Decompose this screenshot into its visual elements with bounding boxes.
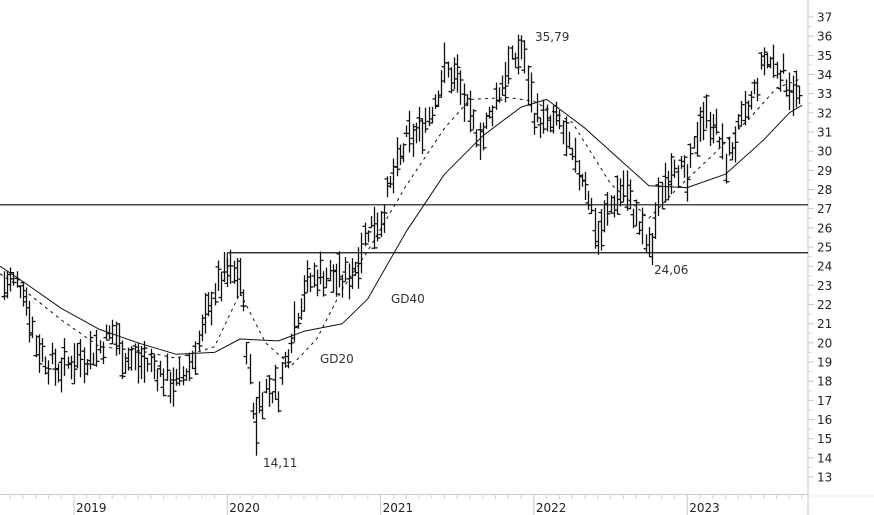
- gd20-moving-average-line: [0, 77, 803, 367]
- y-tick-label: 21: [817, 317, 832, 331]
- x-tick-label: 2022: [536, 501, 567, 515]
- y-tick-label: 13: [817, 471, 832, 485]
- y-tick-label: 24: [817, 260, 832, 274]
- price-ohlc-bars: [1, 34, 803, 456]
- y-tick-label: 22: [817, 298, 832, 312]
- gd40-moving-average-line: [0, 98, 803, 355]
- annotation-mid-low-label: 24,06: [654, 263, 688, 277]
- horizontal-support-lines: [0, 204, 808, 269]
- y-tick-label: 33: [817, 87, 832, 101]
- y-tick-label: 20: [817, 336, 832, 350]
- annotation-high-label: 35,79: [535, 30, 569, 44]
- x-tick-label: 2019: [76, 501, 107, 515]
- x-tick-label: 2020: [229, 501, 260, 515]
- y-tick-label: 28: [817, 183, 832, 197]
- y-tick-label: 15: [817, 432, 832, 446]
- y-tick-label: 36: [817, 30, 832, 44]
- annotation-low-label: 14,11: [263, 456, 297, 470]
- y-tick-label: 29: [817, 164, 832, 178]
- y-axis: 13 14 15 16 17 18 19 20 21 22 23 24 25 26 27 28 29 30 31 32…: [808, 11, 832, 485]
- y-tick-label: 27: [817, 202, 832, 216]
- y-tick-label: 19: [817, 356, 832, 370]
- y-tick-label: 17: [817, 394, 832, 408]
- y-tick-label: 37: [817, 11, 832, 25]
- y-tick-label: 30: [817, 145, 832, 159]
- y-tick-label: 16: [817, 413, 832, 427]
- y-tick-label: 23: [817, 279, 832, 293]
- y-tick-label: 35: [817, 49, 832, 63]
- gd40-label: GD40: [391, 292, 425, 306]
- y-tick-label: 25: [817, 241, 832, 255]
- gd20-label: GD20: [320, 352, 354, 366]
- y-tick-label: 34: [817, 68, 832, 82]
- y-tick-label: 26: [817, 221, 832, 235]
- x-axis: 2019 2020 2021 2022 2023: [9, 494, 803, 515]
- y-tick-label: 32: [817, 106, 832, 120]
- y-tick-label: 18: [817, 375, 832, 389]
- x-tick-label: 2023: [689, 501, 720, 515]
- x-tick-label: 2021: [383, 501, 414, 515]
- y-tick-label: 14: [817, 451, 832, 465]
- y-tick-label: 31: [817, 126, 832, 140]
